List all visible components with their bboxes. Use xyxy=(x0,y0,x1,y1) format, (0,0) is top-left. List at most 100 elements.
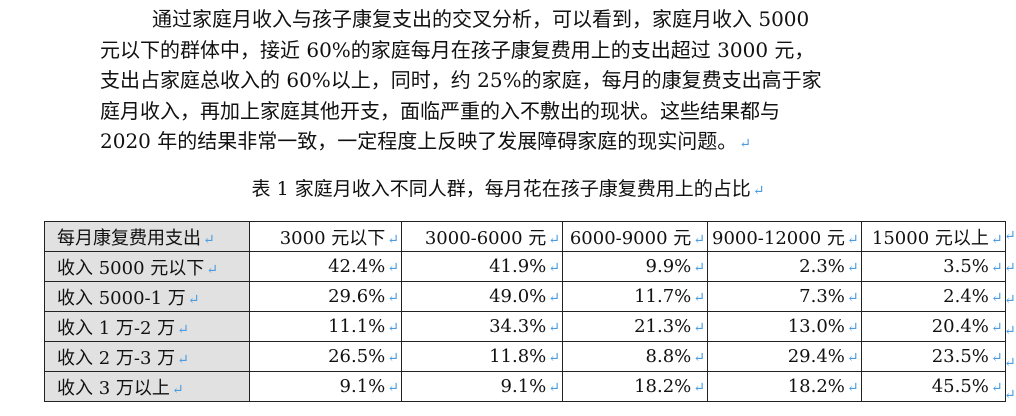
table-cell: 23.5% ↵ xyxy=(860,341,1006,372)
cell-mark-icon: ↵ xyxy=(693,231,705,248)
header-text: 3000 元以下 xyxy=(279,227,386,249)
row-end-mark-icon: ↵ xyxy=(1004,387,1016,403)
table-cell: 11.7% ↵ xyxy=(562,281,708,312)
cell-value: 13.0% xyxy=(787,316,845,337)
cell-mark-icon: ↵ xyxy=(846,231,859,248)
cell-mark-icon: ↵ xyxy=(990,350,1003,366)
cell-mark-icon: ↵ xyxy=(548,231,560,248)
cell-value: 23.5% xyxy=(931,346,989,367)
row-label: 收入 5000-1 万 ↵ xyxy=(44,281,250,312)
cell-mark-icon: ↵ xyxy=(846,380,859,396)
table-cell: 9.1% ↵ xyxy=(249,371,402,402)
cell-mark-icon: ↵ xyxy=(693,290,705,306)
cell-mark-icon: ↵ xyxy=(990,260,1003,276)
cell-value: 8.8% xyxy=(645,346,692,367)
cell-mark-icon: ↵ xyxy=(187,291,200,308)
caption-text: 表 1 家庭月收入不同人群，每月花在孩子康复费用上的占比 xyxy=(251,178,751,200)
table-cell: 11.1% ↵ xyxy=(249,311,402,342)
table-cell: 34.3% ↵ xyxy=(401,311,563,342)
row-label: 收入 3 万以上 ↵ xyxy=(44,371,250,402)
cell-value: 42.4% xyxy=(328,256,386,277)
cell-value: 29.4% xyxy=(787,346,845,367)
row-label-text: 收入 2 万-3 万 xyxy=(57,347,176,369)
cell-mark-icon: ↵ xyxy=(206,261,218,278)
paragraph-line: 2020 年的结果非常一致，一定程度上反映了发展障碍家庭的现实问题。 xyxy=(100,129,738,153)
table-row: 收入 5000-1 万 ↵ 29.6% ↵ 49.0% ↵ 11.7% ↵ 7.3% ↵ 2.4% ↵ xyxy=(44,281,1006,312)
table-header-row: 每月康复费用支出 ↵ 3000 元以下 ↵ 3000-6000 元 ↵ 6000-9000 … xyxy=(44,221,1006,252)
column-header: 3000 元以下 ↵ xyxy=(249,221,402,252)
cell-mark-icon: ↵ xyxy=(387,260,399,276)
header-text: 每月康复费用支出 xyxy=(57,227,201,249)
header-text: 9000-12000 元 xyxy=(712,227,845,249)
cell-mark-icon: ↵ xyxy=(693,380,705,396)
header-text: 15000 元以上 xyxy=(871,227,989,249)
cell-mark-icon: ↵ xyxy=(693,350,705,366)
cell-mark-icon: ↵ xyxy=(171,381,184,398)
cell-value: 7.3% xyxy=(799,286,845,307)
cell-value: 20.4% xyxy=(931,316,989,337)
cell-mark-icon: ↵ xyxy=(387,320,399,336)
header-text: 3000-6000 元 xyxy=(424,227,547,249)
row-end-mark-icon: ↵ xyxy=(1004,228,1016,244)
data-table: 每月康复费用支出 ↵ 3000 元以下 ↵ 3000-6000 元 ↵ 6000-9000 … xyxy=(44,221,1006,402)
table-cell: 18.2% ↵ xyxy=(707,371,862,402)
body-paragraph: 通过家庭月收入与孩子康复支出的交叉分析，可以看到，家庭月收入 5000 元以下的… xyxy=(100,4,930,160)
table-cell: 20.4% ↵ xyxy=(860,311,1006,342)
cell-mark-icon: ↵ xyxy=(387,380,399,396)
cell-mark-icon: ↵ xyxy=(548,320,560,336)
cell-mark-icon: ↵ xyxy=(693,260,705,276)
row-label: 收入 5000 元以下 ↵ xyxy=(44,251,250,282)
cell-mark-icon: ↵ xyxy=(387,350,399,366)
cell-mark-icon: ↵ xyxy=(846,350,859,366)
row-end-mark-icon: ↵ xyxy=(1004,323,1016,340)
table-cell: 7.3% ↵ xyxy=(707,281,862,312)
cell-mark-icon: ↵ xyxy=(203,231,215,248)
table-cell: 2.4% ↵ xyxy=(860,281,1006,312)
cell-value: 41.9% xyxy=(489,256,547,277)
table-cell: 18.2% ↵ xyxy=(562,371,708,402)
row-header-title: 每月康复费用支出 ↵ xyxy=(44,221,250,252)
cell-value: 45.5% xyxy=(931,376,989,397)
cell-value: 34.3% xyxy=(489,316,547,337)
table-row: 收入 2 万-3 万 ↵ 26.5% ↵ 11.8% ↵ 8.8% ↵ 29.4% ↵ 23.5% ↵ xyxy=(44,341,1006,372)
cell-mark-icon: ↵ xyxy=(387,231,399,248)
paragraph-line: 元以下的群体中，接近 60%的家庭每月在孩子康复费用上的支出超过 3000 元， xyxy=(100,37,815,62)
column-header: 6000-9000 元 ↵ xyxy=(562,221,708,252)
paragraph-mark-icon: ↵ xyxy=(752,183,765,199)
cell-mark-icon: ↵ xyxy=(548,380,560,396)
row-label-text: 收入 5000 元以下 xyxy=(57,257,205,279)
cell-mark-icon: ↵ xyxy=(548,260,560,276)
cell-mark-icon: ↵ xyxy=(387,290,399,306)
cell-mark-icon: ↵ xyxy=(990,320,1003,336)
cell-value: 9.1% xyxy=(339,376,386,397)
column-header: 3000-6000 元 ↵ xyxy=(401,221,563,252)
cell-mark-icon: ↵ xyxy=(990,290,1003,306)
cell-mark-icon: ↵ xyxy=(548,350,560,366)
column-header: 15000 元以上 ↵ xyxy=(860,221,1006,252)
cell-mark-icon: ↵ xyxy=(846,260,859,276)
cell-value: 11.8% xyxy=(489,346,547,367)
paragraph-line: 庭月收入，再加上家庭其他开支，面临严重的入不敷出的现状。这些结果都与 xyxy=(100,98,780,123)
paragraph-line: 支出占家庭总收入的 60%以上，同时，约 25%的家庭，每月的康复费支出高于家 xyxy=(100,68,822,92)
row-label-text: 收入 3 万以上 xyxy=(57,377,170,399)
table-cell: 41.9% ↵ xyxy=(401,251,563,282)
cell-value: 3.5% xyxy=(943,256,989,277)
table-cell: 21.3% ↵ xyxy=(562,311,708,342)
cell-value: 18.2% xyxy=(634,376,692,397)
row-label: 收入 2 万-3 万 ↵ xyxy=(44,341,250,372)
row-label-text: 收入 1 万-2 万 xyxy=(57,317,176,339)
cell-value: 9.1% xyxy=(500,376,547,397)
cell-value: 18.2% xyxy=(787,376,845,397)
table-cell: 11.8% ↵ xyxy=(401,341,563,372)
table-cell: 9.9% ↵ xyxy=(562,251,708,282)
table-cell: 26.5% ↵ xyxy=(249,341,402,372)
row-label: 收入 1 万-2 万 ↵ xyxy=(44,311,250,342)
cell-mark-icon: ↵ xyxy=(548,290,560,306)
table-cell: 8.8% ↵ xyxy=(562,341,708,372)
table-row: 收入 3 万以上 ↵ 9.1% ↵ 9.1% ↵ 18.2% ↵ 18.2% ↵ 45.5% ↵ xyxy=(44,371,1006,402)
table-row: 收入 5000 元以下 ↵ 42.4% ↵ 41.9% ↵ 9.9% ↵ 2.3% ↵ 3.5% ↵ xyxy=(44,251,1006,282)
cell-value: 29.6% xyxy=(328,286,386,307)
table-cell: 45.5% ↵ xyxy=(860,371,1006,402)
row-end-mark-icon: ↵ xyxy=(1004,291,1016,308)
paragraph-line: 通过家庭月收入与孩子康复支出的交叉分析，可以看到，家庭月收入 5000 xyxy=(152,7,810,31)
